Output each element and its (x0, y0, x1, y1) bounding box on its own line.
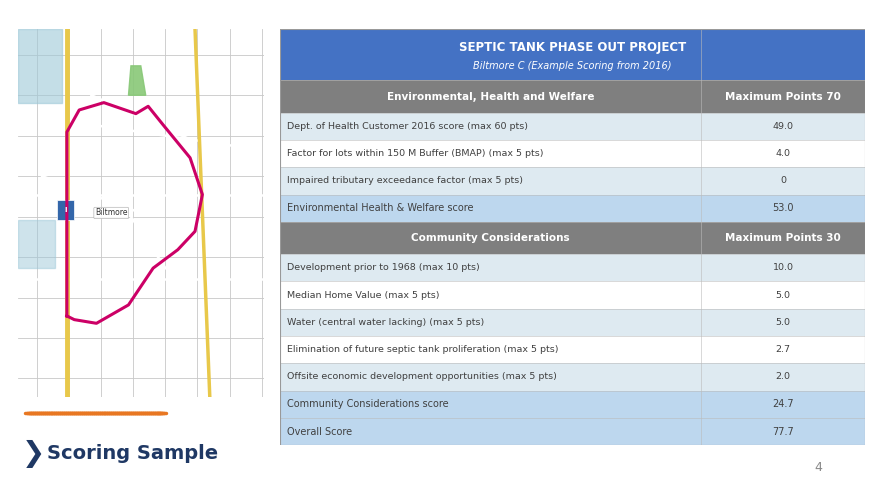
Text: Maximum Points 30: Maximum Points 30 (725, 233, 841, 243)
Bar (280, 29, 865, 80)
Text: Community Considerations score: Community Considerations score (287, 399, 449, 409)
Text: 2.0: 2.0 (775, 373, 790, 381)
Text: 24.7: 24.7 (773, 399, 794, 409)
Text: Elimination of future septic tank proliferation (max 5 pts): Elimination of future septic tank prolif… (287, 345, 559, 354)
Text: 53.0: 53.0 (773, 203, 794, 213)
Text: Community Considerations: Community Considerations (411, 233, 570, 243)
Bar (701, 167, 865, 195)
Bar (280, 309, 701, 336)
Text: Offsite economic development opportunities (max 5 pts): Offsite economic development opportuniti… (287, 373, 557, 381)
Text: 2.7: 2.7 (775, 345, 790, 354)
Text: Median Home Value (max 5 pts): Median Home Value (max 5 pts) (287, 290, 439, 300)
Text: 10.0: 10.0 (773, 263, 794, 272)
Bar (701, 113, 865, 140)
Text: Biltmore: Biltmore (95, 209, 128, 217)
Bar (280, 254, 701, 281)
Bar (701, 254, 865, 281)
Bar (701, 418, 865, 445)
Bar (280, 391, 701, 418)
Bar (701, 336, 865, 363)
Bar (280, 418, 701, 445)
Bar (280, 281, 701, 309)
Text: SEPTIC TANK PHASE OUT PROJECT: SEPTIC TANK PHASE OUT PROJECT (458, 41, 686, 54)
Polygon shape (18, 220, 55, 268)
Text: ❯: ❯ (21, 439, 45, 468)
Text: 4.0: 4.0 (775, 149, 790, 158)
Bar (701, 363, 865, 391)
Bar (701, 80, 865, 113)
Text: 5.0: 5.0 (775, 318, 790, 327)
Text: Environmental, Health and Welfare: Environmental, Health and Welfare (387, 91, 594, 102)
Polygon shape (128, 66, 146, 95)
Text: Environmental Health & Welfare score: Environmental Health & Welfare score (287, 203, 473, 213)
Bar (280, 222, 701, 254)
Text: Impaired tributary exceedance factor (max 5 pts): Impaired tributary exceedance factor (ma… (287, 176, 523, 185)
Bar (280, 336, 701, 363)
Bar (701, 140, 865, 167)
Text: Water (central water lacking) (max 5 pts): Water (central water lacking) (max 5 pts… (287, 318, 484, 327)
Bar (280, 80, 701, 113)
Text: 4: 4 (815, 461, 822, 473)
Text: Overall Score: Overall Score (287, 426, 352, 437)
Bar (701, 309, 865, 336)
Text: Scoring Sample: Scoring Sample (48, 444, 218, 463)
Text: 49.0: 49.0 (773, 122, 794, 131)
Bar (280, 113, 701, 140)
Text: 0: 0 (780, 176, 786, 185)
Text: I: I (64, 207, 67, 213)
Bar (57, 200, 74, 220)
Text: Dept. of Health Customer 2016 score (max 60 pts): Dept. of Health Customer 2016 score (max… (287, 122, 528, 131)
Bar (701, 222, 865, 254)
Text: Factor for lots within 150 M Buffer (BMAP) (max 5 pts): Factor for lots within 150 M Buffer (BMA… (287, 149, 543, 158)
Bar (701, 195, 865, 222)
Bar (701, 281, 865, 309)
Bar (280, 363, 701, 391)
Bar (280, 140, 701, 167)
Bar (701, 391, 865, 418)
Text: Maximum Points 70: Maximum Points 70 (725, 91, 841, 102)
Bar (280, 195, 701, 222)
Text: 5.0: 5.0 (775, 290, 790, 300)
Text: Development prior to 1968 (max 10 pts): Development prior to 1968 (max 10 pts) (287, 263, 480, 272)
Bar (280, 167, 701, 195)
Text: Biltmore C (Example Scoring from 2016): Biltmore C (Example Scoring from 2016) (473, 61, 671, 71)
Text: 77.7: 77.7 (773, 426, 794, 437)
